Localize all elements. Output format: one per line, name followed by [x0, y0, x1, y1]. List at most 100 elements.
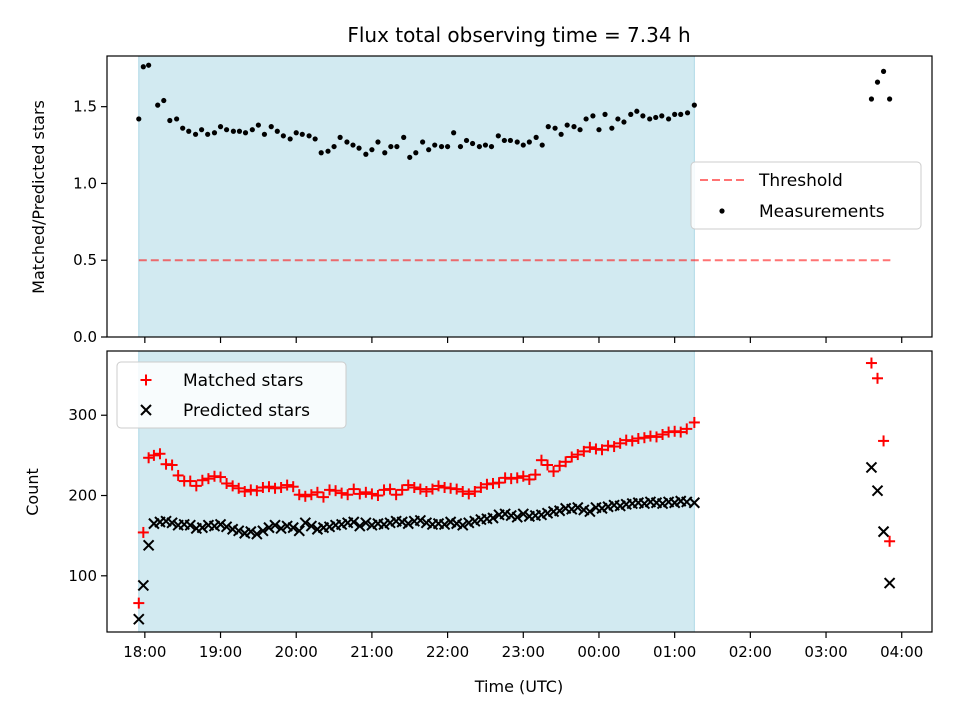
measurement-point — [640, 113, 646, 119]
matched-star-point — [542, 459, 554, 471]
predicted-star-point — [553, 505, 566, 517]
predicted-star-point — [263, 521, 275, 534]
matched-star-point — [884, 535, 896, 547]
cross-stroke — [232, 525, 245, 537]
legend-box — [116, 361, 347, 429]
ratio-legend: Threshold Measurements — [690, 161, 922, 230]
measurement-point — [488, 143, 495, 150]
measurement-point — [325, 148, 331, 154]
measurement-point — [457, 143, 464, 150]
measurement-point — [887, 96, 893, 102]
predicted-star-point — [245, 525, 257, 538]
cross-stroke — [360, 517, 372, 529]
measurement-point — [672, 111, 678, 117]
measurement-point — [691, 102, 697, 108]
measurement-point — [621, 119, 627, 125]
matched-star-point — [190, 480, 202, 492]
legend-predicted-swatch — [140, 404, 152, 416]
matched-star-point — [675, 426, 687, 438]
matched-star-point — [493, 477, 505, 489]
matched-star-point — [281, 479, 293, 491]
predicted-star-point — [883, 577, 896, 589]
measurement-point — [501, 137, 507, 144]
cross-stroke — [688, 497, 701, 509]
plot-frame — [106, 55, 933, 338]
cross-stroke — [166, 517, 178, 529]
measurement-point — [583, 116, 589, 122]
predicted-star-point — [414, 514, 427, 527]
x-tick-label: 21:00 — [350, 643, 393, 661]
matched-star-point — [408, 481, 420, 493]
measurement-point — [394, 143, 400, 150]
predicted-star-point — [133, 613, 145, 625]
predicted-star-point — [572, 501, 584, 514]
predicted-star-point — [877, 525, 890, 538]
matched-star-point — [133, 597, 145, 609]
cross-stroke — [269, 519, 281, 531]
matched-star-point — [572, 449, 584, 461]
legend-threshold-label: Threshold — [758, 171, 843, 191]
matched-star-point — [263, 481, 275, 493]
measurement-point — [451, 130, 457, 136]
predicted-star-point — [257, 525, 269, 537]
cross-stroke — [650, 497, 663, 509]
ratio-panel: 0.0 0.5 1.0 1.5 Matched/Predicted stars Thr… — [29, 55, 933, 346]
matched-star-point — [390, 489, 402, 501]
measurement-point — [306, 133, 312, 139]
predicted-star-point — [166, 517, 178, 529]
predicted-star-point — [511, 511, 523, 523]
count-panel: 100 200 300 18:00 19:00 20:00 21:00 22:00 23:00 0… — [23, 350, 933, 696]
matched-star-point — [172, 469, 184, 481]
cross-stroke — [160, 515, 172, 527]
predicted-star-point — [214, 518, 227, 531]
matched-star-point — [396, 484, 408, 496]
measurement-point — [874, 79, 881, 85]
matched-star-point — [523, 473, 535, 485]
predicted-star-point — [871, 484, 884, 497]
measurement-point — [261, 131, 268, 137]
cross-stroke — [348, 516, 360, 528]
cross-stroke — [572, 501, 584, 514]
x-tick-label: 01:00 — [653, 643, 696, 661]
matched-star-point — [299, 490, 311, 502]
observing-window-shade — [138, 55, 695, 338]
cross-stroke — [372, 517, 384, 530]
measurement-point — [880, 68, 887, 74]
measurement-point — [558, 131, 564, 137]
predicted-star-point — [287, 521, 299, 534]
matched-star-point — [414, 483, 426, 495]
measurement-point — [350, 142, 356, 148]
chart-title: Flux total observing time = 7.34 h — [347, 23, 690, 47]
count-axes: 100 200 300 18:00 19:00 20:00 21:00 22:00 23:00 0… — [68, 350, 933, 661]
measurement-point — [217, 124, 224, 130]
shaded-region — [138, 55, 695, 338]
measurement-point — [420, 139, 426, 145]
cross-stroke — [226, 523, 239, 535]
predicted-star-point — [196, 521, 209, 534]
cross-stroke — [263, 521, 275, 534]
matched-star-point — [342, 489, 354, 501]
matched-star-point — [293, 489, 305, 501]
matched-star-point — [614, 437, 626, 449]
measurement-point — [520, 142, 526, 148]
x-tick-label: 23:00 — [502, 643, 545, 661]
measurement-point — [507, 137, 514, 144]
cross-stroke — [287, 521, 299, 534]
matched-star-point — [535, 454, 547, 466]
cross-stroke — [275, 522, 287, 535]
measurement-point — [401, 134, 407, 140]
x-tick-label: 03:00 — [804, 643, 847, 661]
measurement-point — [211, 130, 218, 136]
predicted-star-point — [184, 519, 196, 531]
measurement-point — [155, 102, 161, 108]
matched-star-point — [233, 482, 245, 494]
cross-stroke — [251, 528, 263, 540]
matched-star-point — [872, 372, 884, 384]
predicted-star-point — [354, 520, 366, 532]
legend-predicted-label: Predicted stars — [183, 401, 310, 421]
cross-stroke — [662, 496, 675, 508]
matched-star-point — [143, 452, 155, 464]
matched-star-point — [511, 472, 523, 484]
predicted-star-point — [487, 512, 499, 524]
measurement-point — [514, 139, 520, 145]
